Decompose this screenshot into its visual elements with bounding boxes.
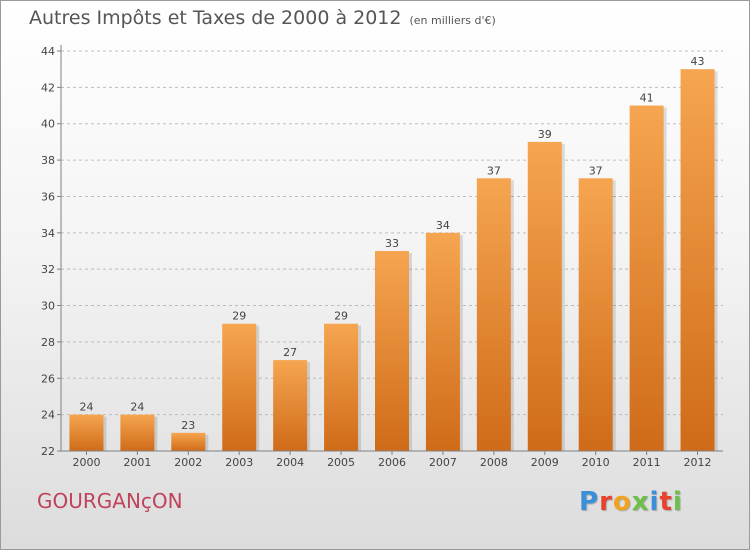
y-tick-label: 36 <box>41 190 55 203</box>
x-tick-label: 2005 <box>327 456 355 469</box>
bar <box>425 232 460 451</box>
logo-letter: t <box>659 487 673 517</box>
bar-value-label: 24 <box>130 401 144 414</box>
chart-title-main: Autres Impôts et Taxes de 2000 à 2012 <box>29 7 402 29</box>
x-tick-label: 2009 <box>531 456 559 469</box>
y-tick-label: 42 <box>41 81 55 94</box>
y-tick-label: 44 <box>41 45 55 58</box>
y-tick-label: 26 <box>41 372 55 385</box>
bar <box>222 323 257 451</box>
bar <box>69 414 104 451</box>
bar <box>324 323 359 451</box>
logo-letter: P <box>579 487 600 517</box>
y-tick-label: 30 <box>41 300 55 313</box>
bar-value-label: 23 <box>181 419 195 432</box>
y-tick-label: 32 <box>41 263 55 276</box>
place-name: GOURGANçON <box>37 489 183 513</box>
y-tick-label: 28 <box>41 336 55 349</box>
x-tick-label: 2001 <box>123 456 151 469</box>
logo-letter: r <box>599 487 613 517</box>
proxiti-logo: Proxiti <box>579 487 683 517</box>
bar-value-label: 29 <box>334 310 348 323</box>
logo-letter: i <box>649 487 660 517</box>
logo-letter: o <box>612 487 632 517</box>
x-tick-label: 2010 <box>582 456 610 469</box>
bar-value-label: 41 <box>640 92 654 105</box>
bar-value-label: 37 <box>487 164 501 177</box>
y-tick-label: 38 <box>41 154 55 167</box>
bar <box>171 432 206 451</box>
y-tick-label: 24 <box>41 409 55 422</box>
bar-value-label: 37 <box>589 164 603 177</box>
bar <box>578 178 613 452</box>
chart-title: Autres Impôts et Taxes de 2000 à 2012 (en… <box>29 7 496 29</box>
x-tick-label: 2007 <box>429 456 457 469</box>
bar-value-label: 24 <box>79 401 93 414</box>
bar-value-label: 33 <box>385 237 399 250</box>
bar-value-label: 34 <box>436 219 450 232</box>
x-tick-label: 2011 <box>633 456 661 469</box>
logo-letter: x <box>631 487 650 517</box>
x-tick-label: 2004 <box>276 456 304 469</box>
x-tick-label: 2008 <box>480 456 508 469</box>
y-tick-label: 34 <box>41 227 55 240</box>
logo-letter: i <box>672 487 683 517</box>
x-tick-label: 2012 <box>684 456 712 469</box>
bar <box>120 414 155 451</box>
bar-value-label: 27 <box>283 346 297 359</box>
x-tick-label: 2006 <box>378 456 406 469</box>
bar <box>680 69 715 451</box>
x-tick-label: 2002 <box>174 456 202 469</box>
bar <box>375 251 409 451</box>
bar <box>629 105 664 451</box>
x-tick-label: 2000 <box>72 456 100 469</box>
bar <box>476 178 511 452</box>
bar <box>527 141 562 451</box>
x-tick-label: 2003 <box>225 456 253 469</box>
bar-value-label: 43 <box>691 55 705 68</box>
bar-value-label: 39 <box>538 128 552 141</box>
y-tick-label: 40 <box>41 118 55 131</box>
bar <box>273 360 308 451</box>
chart-title-unit: (en milliers d'€) <box>409 14 496 27</box>
y-tick-label: 22 <box>41 445 55 458</box>
bar-value-label: 29 <box>232 310 246 323</box>
